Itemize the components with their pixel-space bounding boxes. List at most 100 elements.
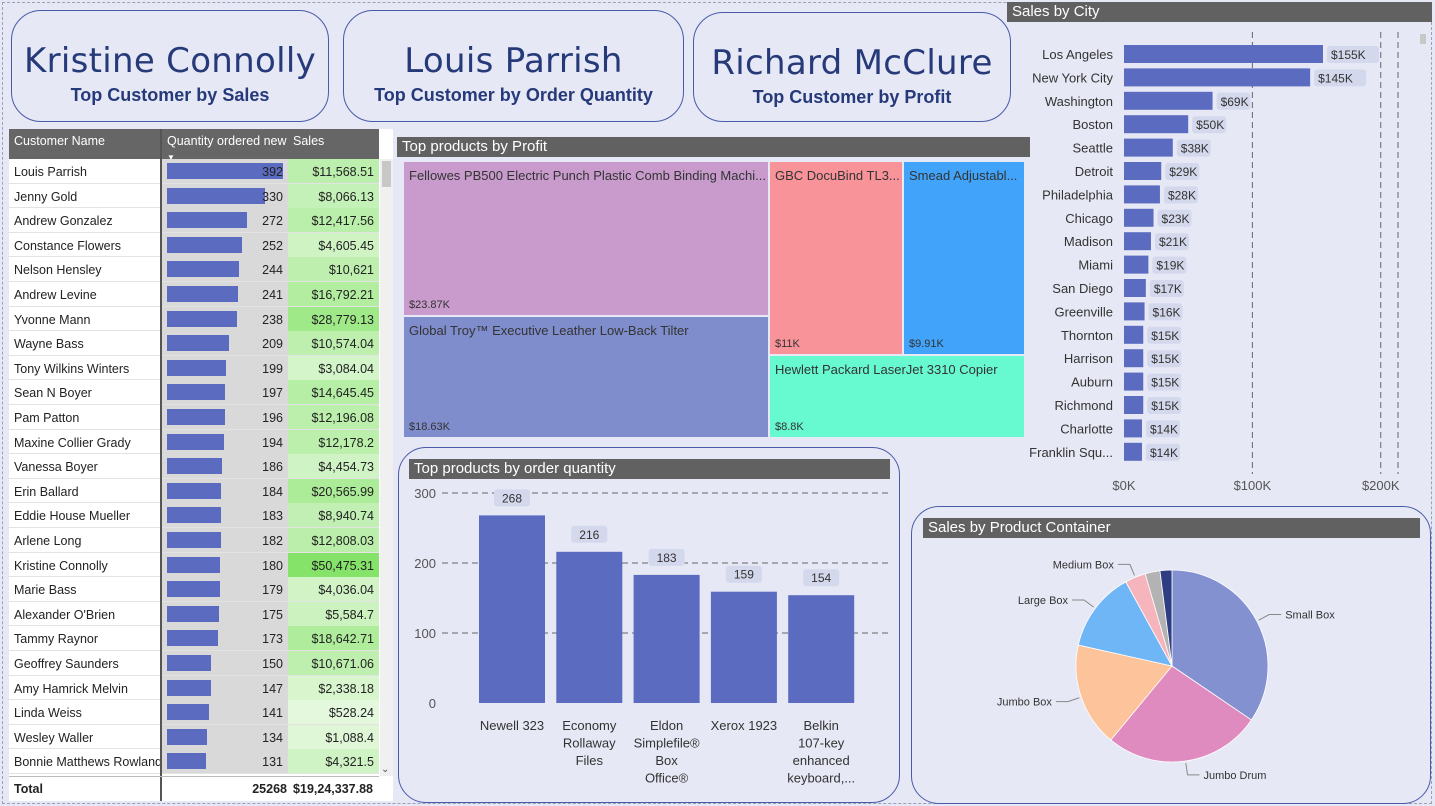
table-row[interactable]: Constance Flowers 252 $4,605.45 [9,232,379,258]
treemap-tile[interactable]: Hewlett Packard LaserJet 3310 Copier $8.8… [770,356,1024,437]
quantity-bar[interactable] [633,574,700,703]
card-top-customer-sales[interactable]: Kristine Connolly Top Customer by Sales [11,10,329,122]
city-bar[interactable] [1124,138,1173,157]
quantity-cell: 175 [161,601,288,626]
table-row[interactable]: Kristine Connolly 180 $50,475.31 [9,552,379,578]
table-row[interactable]: Jenny Gold 330 $8,066.13 [9,183,379,209]
sales-cell: $8,066.13 [288,183,379,208]
sales-cell: $4,321.5 [288,749,379,774]
pie-slice[interactable] [1159,569,1173,667]
treemap-tile[interactable]: Global Troy™ Executive Leather Low-Back … [404,317,768,437]
quantity-bar[interactable] [556,551,623,703]
quantity-bar[interactable] [710,591,777,703]
quantity-value: 238 [262,312,283,327]
quantity-databar [167,556,221,573]
pie-slice-label: Jumbo Drum [1203,770,1266,782]
sales-value: $12,417.56 [311,214,374,229]
customer-name-cell: Andrew Levine [14,288,97,302]
table-row[interactable]: Erin Ballard 184 $20,565.99 [9,478,379,504]
quantity-databar [167,507,222,524]
table-row[interactable]: Andrew Gonzalez 272 $12,417.56 [9,208,379,233]
quantity-cell: 330 [161,183,288,208]
table-row[interactable]: Tammy Raynor 173 $18,642.71 [9,626,379,651]
table-row[interactable]: Nelson Hensley 244 $10,621 [9,257,379,282]
city-bar[interactable] [1124,185,1160,204]
scrollbar-thumb[interactable] [382,161,391,187]
table-row[interactable]: Wesley Waller 134 $1,088.4 [9,724,379,750]
column-header-sales[interactable]: Sales [293,134,325,148]
quantity-value: 173 [262,632,283,647]
table-row[interactable]: Andrew Levine 241 $16,792.21 [9,282,379,307]
table-row[interactable]: Wayne Bass 209 $10,574.04 [9,331,379,356]
quantity-bar[interactable] [479,515,545,703]
table-row[interactable]: Louis Parrish 392 $11,568.51 [9,159,379,184]
quantity-cell: 209 [161,331,288,356]
table-scrollbar[interactable]: ⌄ [380,159,393,776]
total-sales: $19,24,337.88 [293,782,373,796]
table-row[interactable]: Maxine Collier Grady 194 $12,178.2 [9,429,379,455]
column-header-quantity[interactable]: Quantity ordered new ▼ [162,129,288,162]
table-row[interactable]: Pam Patton 196 $12,196.08 [9,405,379,430]
table-row[interactable]: Tony Wilkins Winters 199 $3,084.04 [9,355,379,381]
city-bar[interactable] [1124,162,1162,180]
table-row[interactable]: Linda Weiss 141 $528.24 [9,700,379,725]
customer-table[interactable]: Customer Name Quantity ordered new ▼ Sal… [9,129,393,801]
city-bar[interactable] [1124,372,1144,391]
x-category-label: Office® [645,771,689,786]
pie-slice[interactable] [1171,569,1269,721]
city-bar[interactable] [1124,115,1189,134]
table-row[interactable]: Sean N Boyer 197 $14,645.45 [9,380,379,405]
city-bar[interactable] [1124,68,1311,87]
city-bar[interactable] [1124,442,1142,461]
customer-name-cell: Wayne Bass [14,337,84,352]
card-top-customer-profit[interactable]: Richard McClure Top Customer by Profit [693,12,1011,122]
table-row[interactable]: Arlene Long 182 $12,808.03 [9,528,379,553]
treemap-tile[interactable]: Smead Adjustabl... $9.91K [904,162,1024,354]
city-bar[interactable] [1124,91,1213,110]
sales-by-container-pie: Small Box Jumbo Drum Jumbo Box Large Box Med… [997,559,1335,782]
sales-cell: $11,568.51 [288,159,379,183]
chart-scrollbar-thumb [1420,34,1426,44]
city-bar[interactable] [1124,349,1144,368]
city-bar[interactable] [1124,232,1151,251]
table-row[interactable]: Alexander O'Brien 175 $5,584.7 [9,601,379,627]
pie-slice[interactable] [1110,665,1252,763]
customer-name-cell: Yvonne Mann [14,312,91,327]
sales-value: $20,565.99 [311,484,374,499]
quantity-bar[interactable] [788,595,855,703]
pie-slice[interactable] [1077,581,1173,667]
table-row[interactable]: Vanessa Boyer 186 $4,454.73 [9,454,379,479]
column-header-customer[interactable]: Customer Name [14,134,105,148]
city-bar[interactable] [1124,396,1144,414]
city-bar[interactable] [1124,255,1149,274]
table-row[interactable]: Yvonne Mann 238 $28,779.13 [9,306,379,332]
city-bar[interactable] [1124,325,1144,344]
city-bar[interactable] [1124,419,1142,438]
city-bar[interactable] [1124,302,1145,321]
city-bar[interactable] [1124,279,1146,297]
city-bar[interactable] [1124,45,1323,63]
table-row[interactable]: Geoffrey Saunders 150 $10,671.06 [9,651,379,676]
table-row[interactable]: Amy Hamrick Melvin 147 $2,338.18 [9,675,379,701]
table-row[interactable]: Bonnie Matthews Rowland 131 $4,321.5 [9,749,379,774]
pie-slice[interactable] [1075,644,1173,741]
pie-leader-line [1258,614,1282,621]
table-row[interactable]: Eddie House Mueller 183 $8,940.74 [9,503,379,528]
data-label-background [1147,373,1182,391]
scroll-down-icon[interactable]: ⌄ [381,764,390,775]
sales-cell: $16,792.21 [288,282,379,306]
quantity-value: 141 [262,706,283,721]
city-value-label: $17K [1154,282,1182,296]
city-label: Harrison [1064,351,1113,366]
city-bar[interactable] [1124,208,1154,227]
quantity-databar [167,409,225,425]
table-row[interactable]: Marie Bass 179 $4,036.04 [9,577,379,602]
treemap-tile[interactable]: Fellowes PB500 Electric Punch Plastic Co… [404,162,768,315]
treemap-tile[interactable]: GBC DocuBind TL3... $11K [770,162,902,354]
quantity-databar [167,310,238,327]
sales-cell: $18,642.71 [288,626,379,651]
pie-leader-line [1185,762,1200,776]
sales-value: $8,940.74 [318,509,374,524]
sales-by-city-chart: $0K $100K $200K Los Angeles $155K New York Ci… [1029,32,1426,493]
card-top-customer-quantity[interactable]: Louis Parrish Top Customer by Order Quan… [343,10,684,122]
